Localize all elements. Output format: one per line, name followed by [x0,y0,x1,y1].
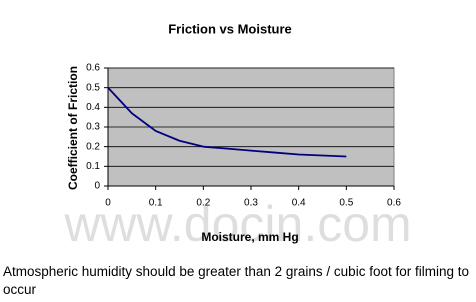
x-tick-label: 0 [105,198,111,209]
chart-title: Friction vs Moisture [168,21,292,36]
y-axis-label: Coefficient of Friction [66,66,80,190]
x-tick-label: 0.4 [292,198,306,209]
data-line [107,87,347,158]
x-axis-label: Moisture, mm Hg [201,230,298,244]
chart: Friction vs Moisture Coefficient of Fric… [63,21,411,252]
y-tick-label: 0.5 [86,82,100,93]
caption: Atmospheric humidity should be greater t… [3,264,469,297]
x-tick-label: 0.2 [196,198,210,209]
y-tick-label: 0.6 [86,63,100,74]
y-tick-label: 0.2 [86,141,100,152]
x-tick-label: 0.3 [244,198,258,209]
watermark: www.docin.com [63,196,411,252]
y-tick-label: 0.3 [86,122,100,133]
x-tick-label: 0.6 [387,198,401,209]
x-tick-label: 0.1 [149,198,163,209]
y-tick-label: 0.4 [86,102,100,113]
y-tick-label: 0.1 [86,161,100,172]
y-tick-label: 0 [94,181,100,192]
x-tick-label: 0.5 [339,198,353,209]
